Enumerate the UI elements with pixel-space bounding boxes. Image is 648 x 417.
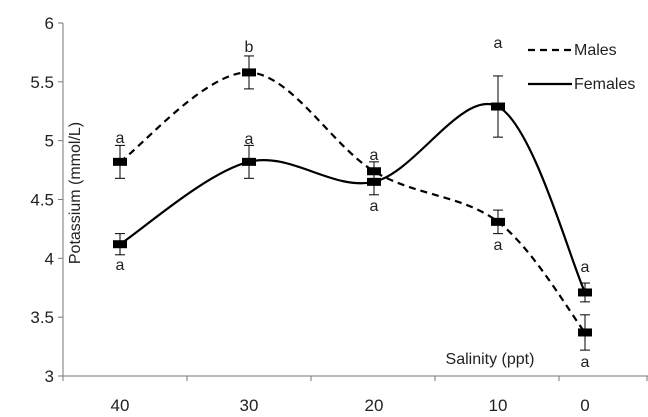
x-tick-label: 20 <box>365 396 384 415</box>
data-point-males <box>242 68 256 77</box>
series-line-females <box>119 103 586 293</box>
series-line-males <box>119 71 586 334</box>
axes: 3 3.5 4 4.5 5 5.5 6 40 30 20 10 0 <box>30 14 648 415</box>
data-point-males <box>113 157 127 166</box>
significance-letter-females: a <box>370 198 379 215</box>
series-layer <box>113 55 592 351</box>
data-point-females <box>491 102 505 111</box>
significance-letter-males: a <box>370 147 379 164</box>
x-axis-label: Salinity (ppt) <box>446 351 535 368</box>
data-point-females <box>242 157 256 166</box>
data-point-females <box>367 177 381 186</box>
series-females <box>113 75 592 303</box>
data-point-males <box>491 217 505 226</box>
annotation-layer: a b a a a a a a a a <box>116 35 590 371</box>
significance-letter-females: a <box>494 35 503 52</box>
significance-letter-males: a <box>581 354 590 371</box>
x-tick-label: 40 <box>111 396 130 415</box>
y-tick-label: 5.5 <box>30 73 54 92</box>
legend-label-females: Females <box>574 76 635 93</box>
y-tick-label: 4 <box>45 249 54 268</box>
data-point-females <box>578 288 592 297</box>
y-tick-label: 3.5 <box>30 308 54 327</box>
legend-label-males: Males <box>574 42 617 59</box>
series-males <box>113 55 592 351</box>
x-tick-label: 30 <box>240 396 259 415</box>
data-point-females <box>113 240 127 249</box>
significance-letter-females: a <box>245 131 254 148</box>
data-point-males <box>578 328 592 337</box>
y-tick-label: 4.5 <box>30 191 54 210</box>
x-tick-label: 10 <box>489 396 508 415</box>
significance-letter-males: a <box>116 130 125 147</box>
x-tick-label: 0 <box>580 396 589 415</box>
significance-letter-males: b <box>245 39 254 56</box>
y-tick-label: 6 <box>45 14 54 33</box>
significance-letter-females: a <box>116 257 125 274</box>
significance-letter-females: a <box>581 259 590 276</box>
y-tick-label: 5 <box>45 132 54 151</box>
legend: Males Females <box>528 42 635 93</box>
significance-letter-males: a <box>494 237 503 254</box>
y-tick-label: 3 <box>45 367 54 386</box>
y-axis-label: Potassium (mmol/L) <box>67 122 84 264</box>
